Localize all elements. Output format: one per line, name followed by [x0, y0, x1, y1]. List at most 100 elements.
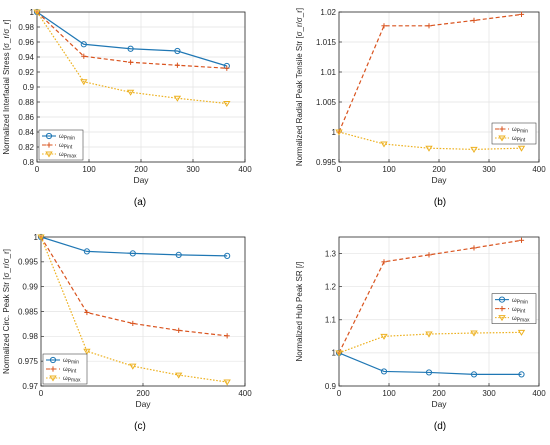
series-line	[40, 236, 228, 257]
data-point	[175, 372, 183, 379]
x-tick-label: 400	[238, 165, 252, 174]
x-tick-label: 200	[432, 165, 446, 174]
data-point	[128, 59, 134, 65]
x-tick-label: 200	[136, 389, 150, 398]
data-point	[381, 259, 387, 265]
x-axis-label: Day	[431, 399, 447, 409]
data-point	[380, 333, 388, 340]
y-tick-label: 0.985	[18, 307, 39, 316]
data-point	[335, 350, 343, 357]
data-point	[84, 309, 90, 316]
series-line	[338, 331, 522, 354]
data-point	[381, 23, 387, 29]
series-max	[33, 9, 231, 108]
x-tick-label: 300	[482, 165, 496, 174]
data-point	[174, 47, 181, 55]
series-line	[338, 352, 522, 376]
y-tick-label: 0.98	[22, 332, 38, 341]
legend-label-max: ωPmax	[512, 316, 530, 324]
y-tick-label: 1.02	[320, 8, 336, 17]
legend-marker-min	[49, 356, 57, 364]
y-tick-label: 1	[332, 349, 337, 358]
y-tick-label: 0.96	[18, 38, 34, 47]
caption-d: (d)	[434, 421, 446, 432]
x-tick-label: 400	[238, 389, 252, 398]
series-line	[338, 239, 522, 354]
legend-box	[491, 293, 537, 324]
y-tick-label: 1.1	[325, 316, 337, 325]
data-point	[517, 329, 526, 336]
data-point	[471, 245, 477, 251]
legend-marker-min	[45, 132, 53, 140]
data-point	[126, 89, 135, 96]
chart-b: 0.995 1 1.005 1.01 1.015 1.02 0 100 200 300 400 Day…	[295, 8, 546, 208]
axes-box	[338, 236, 540, 387]
data-point	[83, 248, 91, 255]
legend-label-min: ωPmin	[512, 298, 528, 306]
series-max	[37, 234, 231, 386]
y-axis-label: Normalized Hub Peak SR [/]	[295, 261, 304, 361]
data-point	[224, 333, 230, 339]
legend-label-max: ωPint	[512, 136, 526, 144]
data-point	[83, 348, 91, 355]
data-point	[380, 368, 388, 375]
x-axis-label: Day	[133, 175, 149, 185]
data-point	[81, 53, 87, 59]
legend-marker-max	[498, 135, 506, 142]
y-tick-label: 0.8	[23, 158, 35, 167]
legend-marker-min	[498, 296, 506, 303]
y-tick-label: 0.995	[18, 258, 39, 267]
data-point	[33, 9, 41, 16]
x-tick-label: 400	[532, 389, 546, 398]
caption-b: (b)	[434, 197, 446, 208]
series-line	[40, 236, 228, 337]
x-tick-label: 100	[82, 165, 96, 174]
data-point	[425, 369, 433, 376]
data-point	[470, 146, 478, 153]
legend-label-int: ωPmin	[512, 127, 528, 135]
y-tick-label: 0.97	[22, 382, 38, 391]
y-tick-label: 1	[30, 8, 35, 17]
data-point	[426, 23, 432, 29]
y-tick-label: 1.3	[325, 249, 337, 258]
y-tick-label: 0.9	[23, 83, 35, 92]
legend-label-int: ωPint	[512, 307, 526, 315]
y-axis-label: Normalized Circ. Peak Str [σ_r/σ_r]	[2, 249, 11, 374]
y-tick-label: 0.995	[316, 158, 337, 167]
y-tick-label: 1	[34, 233, 39, 242]
legend-marker-int	[499, 126, 505, 132]
x-tick-label: 300	[186, 165, 200, 174]
x-tick-label: 0	[337, 389, 342, 398]
data-point	[335, 129, 343, 136]
data-point	[425, 145, 433, 152]
legend-label-int: ωPint	[59, 143, 73, 151]
data-point	[223, 101, 231, 108]
data-point	[223, 379, 231, 386]
y-tick-label: 0.94	[18, 53, 34, 62]
data-point	[425, 331, 433, 338]
legend-label-min: ωPmin	[59, 134, 75, 142]
legend-label-min: ωPmin	[63, 358, 79, 366]
data-point	[173, 95, 182, 102]
axes-box	[40, 236, 246, 387]
chart-c: 0.97 0.975 0.98 0.985 0.99 0.995 1 0 200 400 Day No…	[2, 233, 252, 432]
caption-a: (a)	[134, 197, 146, 208]
data-point	[518, 371, 525, 378]
y-axis-label: Normalized Radial Peak Tensile Str [σ_r/…	[295, 8, 304, 166]
data-point	[175, 251, 182, 258]
y-tick-label: 0.86	[18, 113, 34, 122]
y-tick-label: 0.82	[18, 143, 34, 152]
data-point	[224, 65, 230, 71]
data-point	[174, 62, 180, 68]
legend-marker-int	[499, 306, 505, 312]
series-max	[335, 129, 526, 153]
y-tick-label: 0.88	[18, 98, 34, 107]
x-tick-label: 100	[382, 389, 396, 398]
x-tick-label: 400	[532, 165, 546, 174]
series-min	[33, 8, 230, 70]
legend-marker-max	[49, 375, 57, 382]
legend-label-int: ωPint	[63, 367, 77, 375]
